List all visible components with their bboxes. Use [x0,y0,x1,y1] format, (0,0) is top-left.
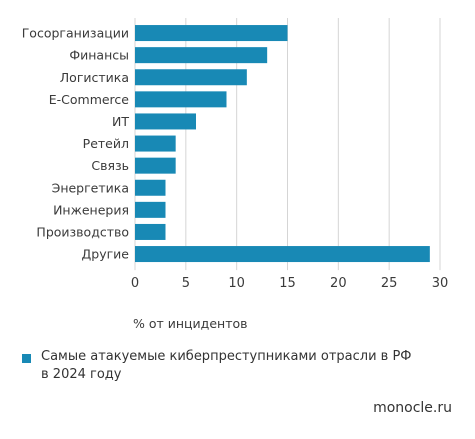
legend-text: Самые атакуемые киберпреступниками отрас… [41,348,412,384]
legend-swatch [22,354,31,363]
bar-5 [135,135,176,152]
category-label: E-Commerce [49,92,130,107]
legend-line-1: Самые атакуемые киберпреступниками отрас… [41,349,412,364]
category-label: Другие [82,247,130,262]
bar-8 [135,201,166,218]
x-tick-label: 5 [182,276,190,291]
x-tick-label: 0 [131,276,139,291]
legend-line-2: в 2024 году [41,367,122,382]
x-tick-label: 25 [381,276,398,291]
bar-0 [135,25,288,42]
brand-label: monocle.ru [373,400,452,416]
bar-7 [135,179,166,196]
category-label: Производство [36,224,129,239]
bar-6 [135,157,176,174]
bar-1 [135,47,268,64]
bar-9 [135,223,166,240]
bar-3 [135,91,227,108]
category-label: Инженерия [53,202,129,217]
bar-10 [135,246,430,263]
x-tick-label: 15 [279,276,296,291]
x-tick-label: 30 [432,276,449,291]
x-tick-label: 10 [228,276,245,291]
category-label: Энергетика [52,180,129,195]
bar-4 [135,113,196,130]
category-label: Связь [91,158,129,173]
bar-2 [135,69,247,86]
bar-chart: 0 5 10 15 20 25 30 Госорганизации Финансы Логисти… [22,18,449,331]
x-axis-title: % от инцидентов [133,316,247,331]
legend: Самые атакуемые киберпреступниками отрас… [22,348,452,384]
category-label: Логистика [60,70,129,85]
category-label: Ретейл [83,136,129,151]
category-label: ИТ [112,114,129,129]
x-tick-label: 20 [330,276,347,291]
category-label: Госорганизации [22,26,129,41]
category-label: Финансы [69,48,129,63]
